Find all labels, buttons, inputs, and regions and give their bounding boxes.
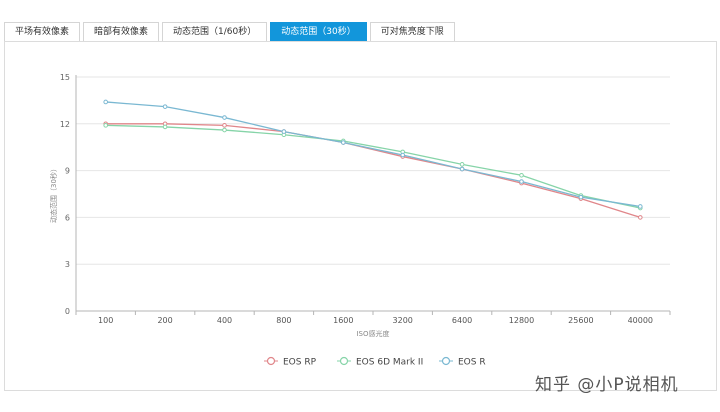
legend-marker-2	[441, 356, 451, 366]
series-2-point	[459, 166, 465, 172]
x-tick-label: 12800	[509, 316, 534, 325]
series-1-point	[162, 124, 168, 130]
tab-3[interactable]: 动态范围（30秒）	[270, 22, 367, 41]
series-2-point	[222, 115, 227, 120]
chart-panel	[4, 41, 717, 391]
x-tick-label: 3200	[393, 316, 413, 325]
y-tick-label: 9	[65, 167, 70, 176]
series-2-point	[162, 104, 168, 109]
x-tick-label: 6400	[452, 316, 472, 325]
x-tick-label: 25600	[568, 316, 593, 325]
y-axis-title: 动态范围（30秒）	[49, 165, 58, 223]
legend-label-2: EOS R	[458, 358, 486, 368]
series-2-point	[638, 204, 643, 209]
y-tick-label: 6	[65, 213, 70, 222]
series-0-point	[638, 215, 643, 220]
x-tick-label: 800	[276, 316, 291, 325]
x-tick-label: 1600	[333, 316, 353, 325]
legend-marker-1	[339, 356, 349, 366]
x-tick-label: 40000	[628, 316, 653, 325]
legend-label-0: EOS RP	[283, 358, 317, 368]
y-tick-label: 15	[60, 73, 70, 82]
series-0-point	[222, 123, 227, 128]
x-axis-title: ISO感光度	[356, 329, 389, 338]
series-2-point	[400, 152, 406, 158]
x-tick-label: 400	[217, 316, 232, 325]
x-tick-label: 100	[98, 316, 113, 325]
series-line-0	[105, 123, 641, 219]
y-tick-label: 3	[65, 260, 70, 269]
tab-2[interactable]: 动态范围（1/60秒）	[162, 22, 268, 41]
watermark-text: 知乎 @小P说相机	[535, 375, 679, 395]
tab-0[interactable]: 平场有效像素	[4, 22, 81, 41]
series-line-2	[105, 101, 641, 208]
series-2-point	[578, 194, 584, 200]
tab-4[interactable]: 可对焦亮度下限	[369, 22, 455, 41]
series-1-point	[519, 172, 524, 178]
y-tick-label: 12	[60, 120, 70, 129]
series-1-point	[103, 123, 108, 128]
series-1-point	[459, 162, 465, 167]
series-2-point	[519, 179, 524, 184]
series-line-1	[105, 124, 641, 209]
tab-bar: 平场有效像素 暗部有效像素 动态范围（1/60秒） 动态范围（30秒） 可对焦亮度下限	[4, 22, 455, 42]
series-2-point	[341, 140, 346, 145]
x-tick-label: 200	[157, 316, 172, 325]
legend-marker-0	[266, 356, 276, 366]
series-2-point	[281, 129, 287, 134]
tab-1[interactable]: 暗部有效像素	[83, 22, 160, 41]
y-tick-label: 0	[65, 307, 70, 316]
legend-label-1: EOS 6D Mark II	[356, 358, 423, 368]
series-2-point	[103, 99, 108, 105]
series-1-point	[222, 127, 227, 133]
